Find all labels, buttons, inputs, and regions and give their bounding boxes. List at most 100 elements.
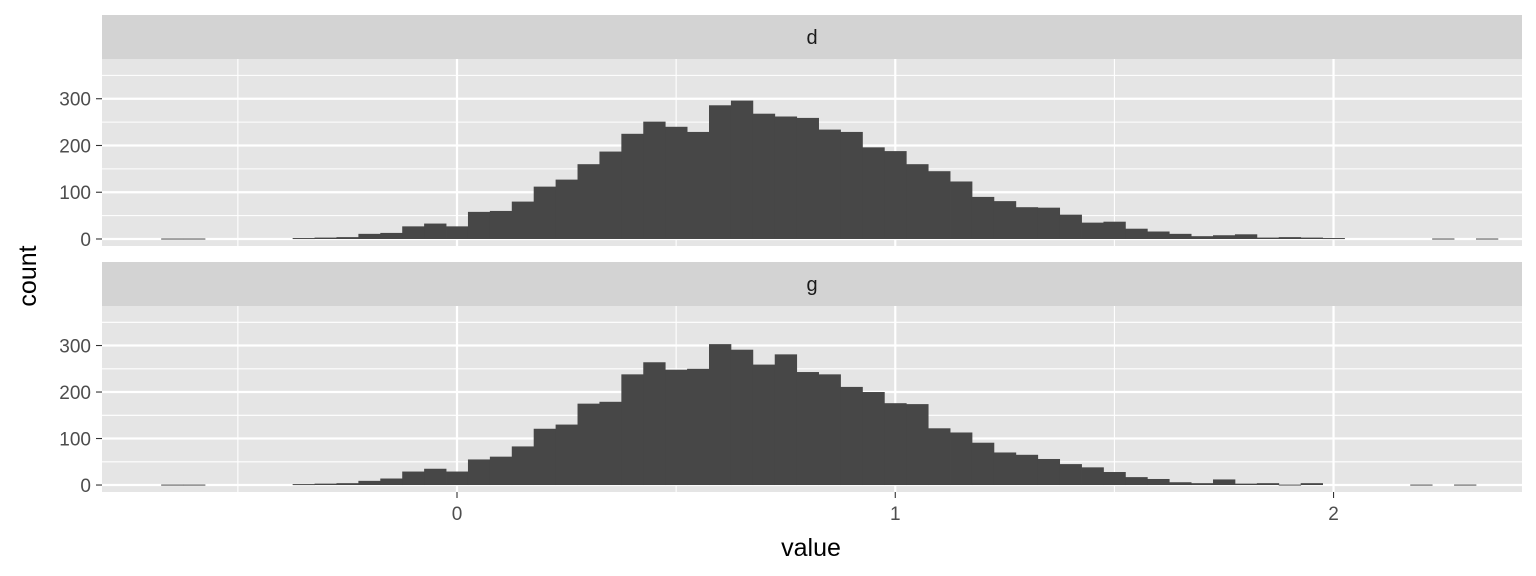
- histogram-bar: [774, 354, 798, 486]
- histogram-bar: [818, 129, 841, 239]
- histogram-bar: [1125, 477, 1148, 486]
- histogram-bar: [533, 428, 557, 486]
- histogram-bar: [1037, 207, 1061, 239]
- histogram-bar: [928, 171, 951, 239]
- histogram-bar: [1300, 237, 1323, 239]
- histogram-bar: [489, 210, 513, 239]
- histogram-bar: [1191, 236, 1214, 239]
- histogram-bar: [687, 131, 710, 239]
- x-axis-title: value: [781, 534, 841, 562]
- histogram-bar: [1147, 478, 1170, 486]
- histogram-bar: [1015, 207, 1039, 239]
- histogram-bar: [533, 186, 557, 239]
- histogram-bar: [687, 368, 710, 486]
- histogram-bar: [336, 237, 359, 239]
- histogram-bar: [709, 105, 732, 239]
- histogram-bar: [1234, 234, 1258, 239]
- histogram-bar: [183, 238, 206, 240]
- histogram-bar: [971, 196, 995, 239]
- histogram-bar: [862, 392, 885, 486]
- histogram-bar: [906, 404, 929, 486]
- histogram-bar: [1059, 464, 1082, 486]
- histogram-bar: [577, 403, 600, 486]
- histogram-bar: [292, 238, 315, 240]
- histogram-bar: [161, 238, 184, 240]
- histogram-bar: [730, 100, 754, 239]
- histogram-bar: [1475, 238, 1499, 240]
- histogram-bar: [314, 237, 337, 239]
- histogram-bar: [730, 349, 754, 486]
- histogram-bar: [467, 459, 491, 486]
- histogram-bar: [796, 117, 819, 239]
- histogram-bar: [709, 344, 732, 486]
- histogram-bar: [161, 484, 184, 486]
- histogram-bar: [1454, 484, 1477, 486]
- histogram-bar: [1191, 483, 1214, 486]
- histogram-bar: [1169, 482, 1192, 486]
- histogram-bar: [599, 151, 622, 239]
- histogram-bar: [511, 201, 535, 239]
- y-tick-label: 100: [59, 430, 91, 451]
- y-axis-title: count: [14, 245, 42, 306]
- facet-panel-d: d 0 100 200 300: [59, 15, 1522, 251]
- histogram-bar: [555, 179, 578, 239]
- facet-strip-label: g: [806, 274, 817, 296]
- x-axis: 0 1 2: [452, 492, 1339, 525]
- histogram-bar: [1015, 454, 1039, 486]
- histogram-bar: [577, 164, 600, 239]
- histogram-bar: [1059, 214, 1082, 239]
- histogram-bar: [1256, 237, 1280, 239]
- histogram-bar: [621, 374, 644, 486]
- histogram-bar: [752, 113, 776, 239]
- histogram-bar: [1322, 238, 1345, 240]
- histogram-bar: [424, 223, 447, 239]
- histogram-bar: [1278, 237, 1302, 239]
- histogram-bar: [380, 232, 403, 239]
- histogram-bar: [906, 164, 929, 239]
- histogram-bar: [862, 147, 885, 239]
- histogram-bar: [1103, 472, 1126, 486]
- histogram-bar: [950, 181, 973, 239]
- histogram-bar: [1081, 467, 1104, 486]
- histogram-bar: [555, 424, 578, 486]
- histogram-bar: [818, 374, 841, 486]
- x-tick-label: 2: [1328, 504, 1339, 525]
- histogram-bar: [621, 133, 644, 239]
- y-tick-label: 200: [59, 136, 91, 157]
- histogram-bar: [643, 121, 666, 239]
- histogram-bar: [884, 403, 907, 486]
- histogram-bar: [643, 362, 666, 486]
- histogram-bar: [971, 442, 995, 486]
- y-tick-label: 100: [59, 183, 91, 204]
- histogram-bar: [1037, 458, 1061, 486]
- histogram-bar: [1410, 484, 1433, 486]
- histogram-bar: [1256, 483, 1280, 486]
- histogram-bar: [292, 484, 315, 486]
- histogram-bar: [314, 483, 337, 486]
- histogram-bar: [1147, 231, 1170, 239]
- x-tick-label: 1: [890, 504, 901, 525]
- facet-strip: [102, 262, 1522, 306]
- y-tick-label: 300: [59, 90, 91, 111]
- histogram-bar: [183, 484, 206, 486]
- histogram-bar: [1278, 484, 1302, 486]
- histogram-bar: [1169, 233, 1192, 239]
- histogram-bar: [665, 369, 688, 486]
- histogram-bar: [928, 428, 951, 486]
- histogram-bar: [358, 233, 381, 239]
- histogram-bar: [489, 456, 513, 486]
- histogram-bar: [993, 201, 1017, 239]
- histogram-bar: [774, 116, 798, 239]
- histogram-bar: [1432, 238, 1455, 240]
- histogram-bar: [402, 226, 425, 239]
- histogram-bar: [380, 478, 403, 486]
- histogram-bar: [402, 471, 425, 486]
- y-tick-label: 0: [80, 476, 91, 497]
- facet-panel-g: g 0 100 200 300: [59, 262, 1522, 497]
- histogram-bar: [1081, 222, 1104, 239]
- histogram-bar: [884, 151, 907, 239]
- histogram-bar: [358, 480, 381, 486]
- histogram-bar: [752, 364, 776, 486]
- histogram-bar: [1103, 221, 1126, 239]
